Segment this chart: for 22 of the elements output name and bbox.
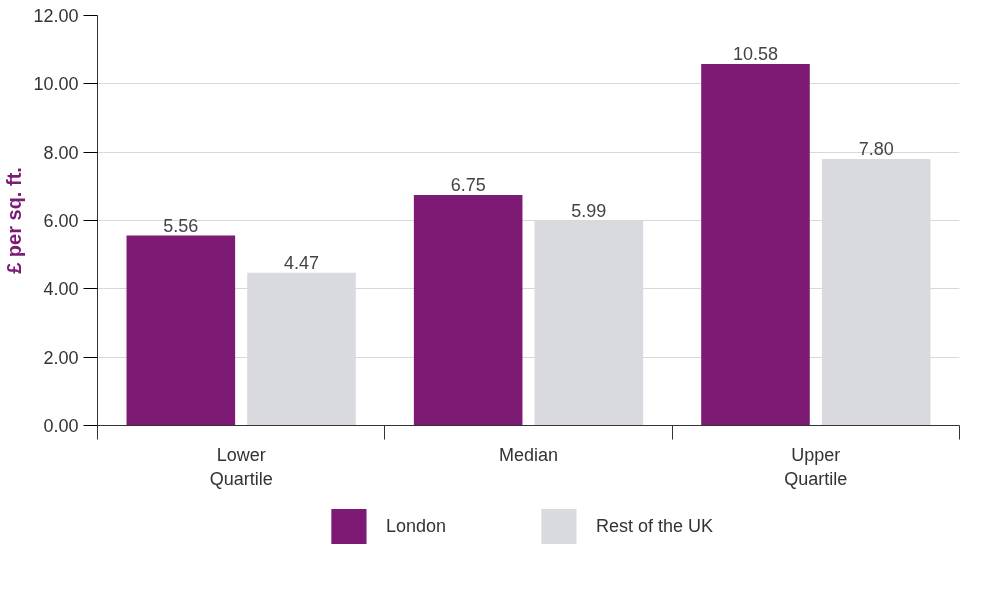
x-tick-label: Lower Quartile — [209, 444, 273, 489]
bar — [413, 194, 523, 426]
bar — [126, 235, 236, 426]
legend-label: Rest of the UK — [596, 515, 714, 537]
y-tick-label: 2.00 — [43, 347, 79, 368]
data-label: 10.58 — [732, 44, 779, 65]
data-label: 4.47 — [283, 252, 320, 273]
data-label: 6.75 — [450, 174, 486, 195]
y-tick-label: 12.00 — [33, 6, 79, 26]
y-tick-label: 0.00 — [43, 416, 79, 436]
x-tick-label: Upper Quartile — [784, 444, 848, 489]
x-tick-label: Median — [498, 444, 559, 465]
data-label: 7.80 — [858, 139, 894, 159]
legend-label: London — [385, 515, 447, 537]
y-tick-label: 10.00 — [33, 74, 79, 95]
y-tick-label: 8.00 — [43, 142, 79, 163]
data-label: 5.56 — [163, 215, 199, 236]
y-axis-title: £ per sq. ft. — [3, 167, 26, 274]
y-tick-label: 6.00 — [43, 211, 79, 231]
bar — [701, 64, 810, 426]
y-tick-label: 4.00 — [43, 279, 79, 300]
data-label: 5.99 — [571, 200, 607, 221]
